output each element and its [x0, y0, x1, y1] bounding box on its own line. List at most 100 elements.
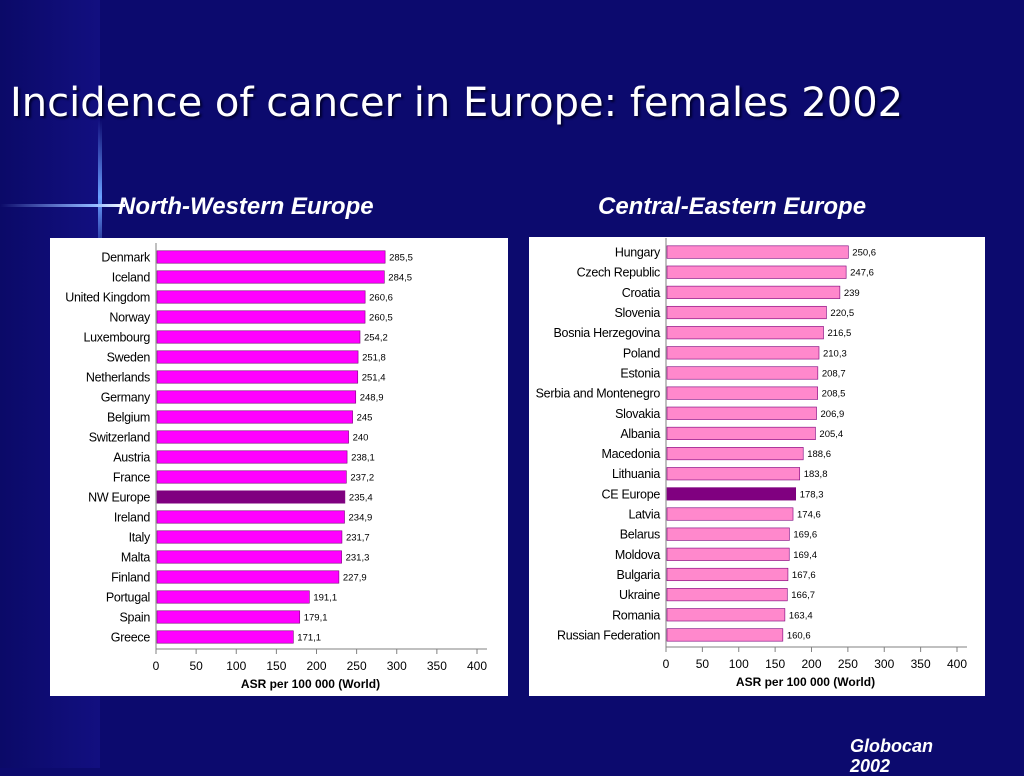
- ce-value-label: 247,6: [850, 268, 874, 279]
- ce-category-label: Bulgaria: [617, 568, 661, 582]
- nw-category-label: Belgium: [107, 411, 150, 425]
- nw-value-label: 245: [357, 413, 373, 424]
- ce-bar: [666, 426, 816, 440]
- nw-category-label: Iceland: [112, 271, 151, 285]
- decorative-vertical-line: [98, 120, 102, 260]
- ce-category-label: Poland: [623, 346, 660, 360]
- nw-category-label: Greece: [111, 631, 151, 645]
- nw-x-tick-label: 0: [153, 659, 160, 673]
- nw-value-label: 191,1: [313, 593, 337, 604]
- ce-chart-panel: 0 50 100 150 200 250 300 350 400 ASR per 100 000 …: [529, 237, 985, 696]
- ce-value-label: 210,3: [823, 348, 847, 359]
- nw-bar: [156, 310, 366, 324]
- ce-bar: [666, 305, 827, 320]
- ce-bar: [666, 346, 820, 360]
- ce-category-label: Estonia: [620, 366, 660, 380]
- nw-value-label: 284,5: [388, 273, 412, 284]
- nw-x-tick-label: 250: [347, 659, 367, 673]
- nw-value-label: 238,1: [351, 453, 375, 464]
- decorative-horizontal-line: [0, 204, 125, 207]
- nw-category-label: Norway: [109, 311, 151, 325]
- ce-value-label: 163,4: [789, 610, 813, 621]
- ce-x-tick-label: 200: [801, 657, 821, 671]
- nw-bar: [156, 510, 345, 524]
- ce-value-label: 220,5: [830, 308, 854, 319]
- nw-chart: 0 50 100 150 200 250 300 350 400 ASR per 100 000 …: [65, 243, 487, 691]
- nw-x-tick-label: 150: [266, 659, 286, 673]
- nw-category-label: Switzerland: [89, 431, 151, 445]
- ce-bar: [666, 245, 849, 259]
- ce-value-label: 239: [844, 288, 860, 299]
- ce-value-label: 166,7: [791, 590, 815, 601]
- ce-bar: [666, 366, 819, 380]
- ce-x-axis-label: ASR per 100 000 (World): [736, 675, 875, 689]
- nw-value-label: 237,2: [350, 473, 374, 484]
- nw-value-label: 179,1: [304, 613, 328, 624]
- ce-bar: [666, 265, 847, 279]
- ce-value-label: 216,5: [828, 328, 852, 339]
- ce-category-label: Belarus: [620, 528, 660, 542]
- nw-value-label: 248,9: [360, 393, 384, 404]
- nw-bar: [156, 590, 310, 604]
- nw-x-tick-label: 400: [467, 659, 487, 673]
- nw-x-tick-label: 50: [189, 659, 203, 673]
- nw-chart-panel: 0 50 100 150 200 250 300 350 400 ASR per 100 000 …: [50, 238, 508, 696]
- nw-x-axis-label: ASR per 100 000 (World): [241, 677, 380, 691]
- nw-category-label: NW Europe: [88, 491, 150, 505]
- ce-value-label: 169,4: [793, 550, 817, 561]
- ce-category-label: Romania: [612, 608, 660, 622]
- ce-value-label: 183,8: [804, 469, 828, 480]
- nw-category-label: Spain: [120, 611, 151, 625]
- ce-category-label: Slovakia: [615, 407, 660, 421]
- ce-x-tick-label: 250: [838, 657, 858, 671]
- nw-value-label: 231,3: [346, 553, 370, 564]
- nw-bar: [156, 630, 294, 644]
- ce-category-label: Latvia: [628, 508, 660, 522]
- ce-bar: [666, 406, 817, 420]
- nw-bar: [156, 610, 301, 624]
- ce-category-label: Russian Federation: [557, 628, 660, 642]
- nw-value-label: 240: [353, 433, 369, 444]
- nw-bar: [156, 430, 349, 444]
- nw-bar: [156, 550, 342, 564]
- nw-category-label: Luxembourg: [84, 331, 151, 345]
- ce-bar: [666, 507, 794, 521]
- ce-category-label: Ukraine: [619, 588, 660, 602]
- nw-value-label: 171,1: [297, 633, 321, 644]
- nw-category-label: Netherlands: [86, 371, 150, 385]
- ce-category-label: Moldova: [615, 548, 660, 562]
- nw-value-label: 227,9: [343, 573, 367, 584]
- ce-x-tick-label: 100: [729, 657, 749, 671]
- ce-category-label: CE Europe: [602, 487, 661, 501]
- ce-bar: [666, 467, 801, 481]
- ce-chart: 0 50 100 150 200 250 300 350 400 ASR per 100 000 …: [536, 238, 967, 689]
- nw-category-label: Finland: [111, 571, 150, 585]
- nw-chart-title: North-Western Europe: [118, 193, 374, 220]
- nw-bar: [156, 530, 343, 544]
- nw-value-label: 285,5: [389, 253, 413, 264]
- nw-category-label: Malta: [121, 551, 150, 565]
- slide-title: Incidence of cancer in Europe: females 2…: [10, 80, 904, 126]
- nw-x-tick-label: 300: [387, 659, 407, 673]
- ce-category-label: Bosnia Herzegovina: [554, 326, 661, 340]
- ce-bar: [666, 608, 786, 622]
- nw-x-tick-label: 100: [226, 659, 246, 673]
- nw-bar: [156, 390, 357, 404]
- ce-category-label: Serbia and Montenegro: [536, 387, 661, 401]
- nw-category-label: Sweden: [107, 351, 151, 365]
- ce-category-label: Slovenia: [614, 306, 660, 320]
- nw-category-label: Portugal: [106, 591, 150, 605]
- ce-value-label: 178,3: [800, 489, 824, 500]
- ce-value-label: 188,6: [807, 449, 831, 460]
- nw-category-label: Germany: [101, 391, 151, 405]
- nw-value-label: 251,8: [362, 353, 386, 364]
- ce-x-tick-label: 400: [947, 657, 967, 671]
- nw-category-label: France: [113, 471, 150, 485]
- source-note: Globocan 2002: [850, 736, 934, 776]
- ce-bar: [666, 447, 804, 461]
- nw-bar: [156, 350, 359, 364]
- nw-bar: [156, 410, 353, 424]
- ce-category-label: Croatia: [622, 286, 661, 300]
- ce-x-tick-label: 50: [696, 657, 710, 671]
- ce-bar: [666, 386, 818, 400]
